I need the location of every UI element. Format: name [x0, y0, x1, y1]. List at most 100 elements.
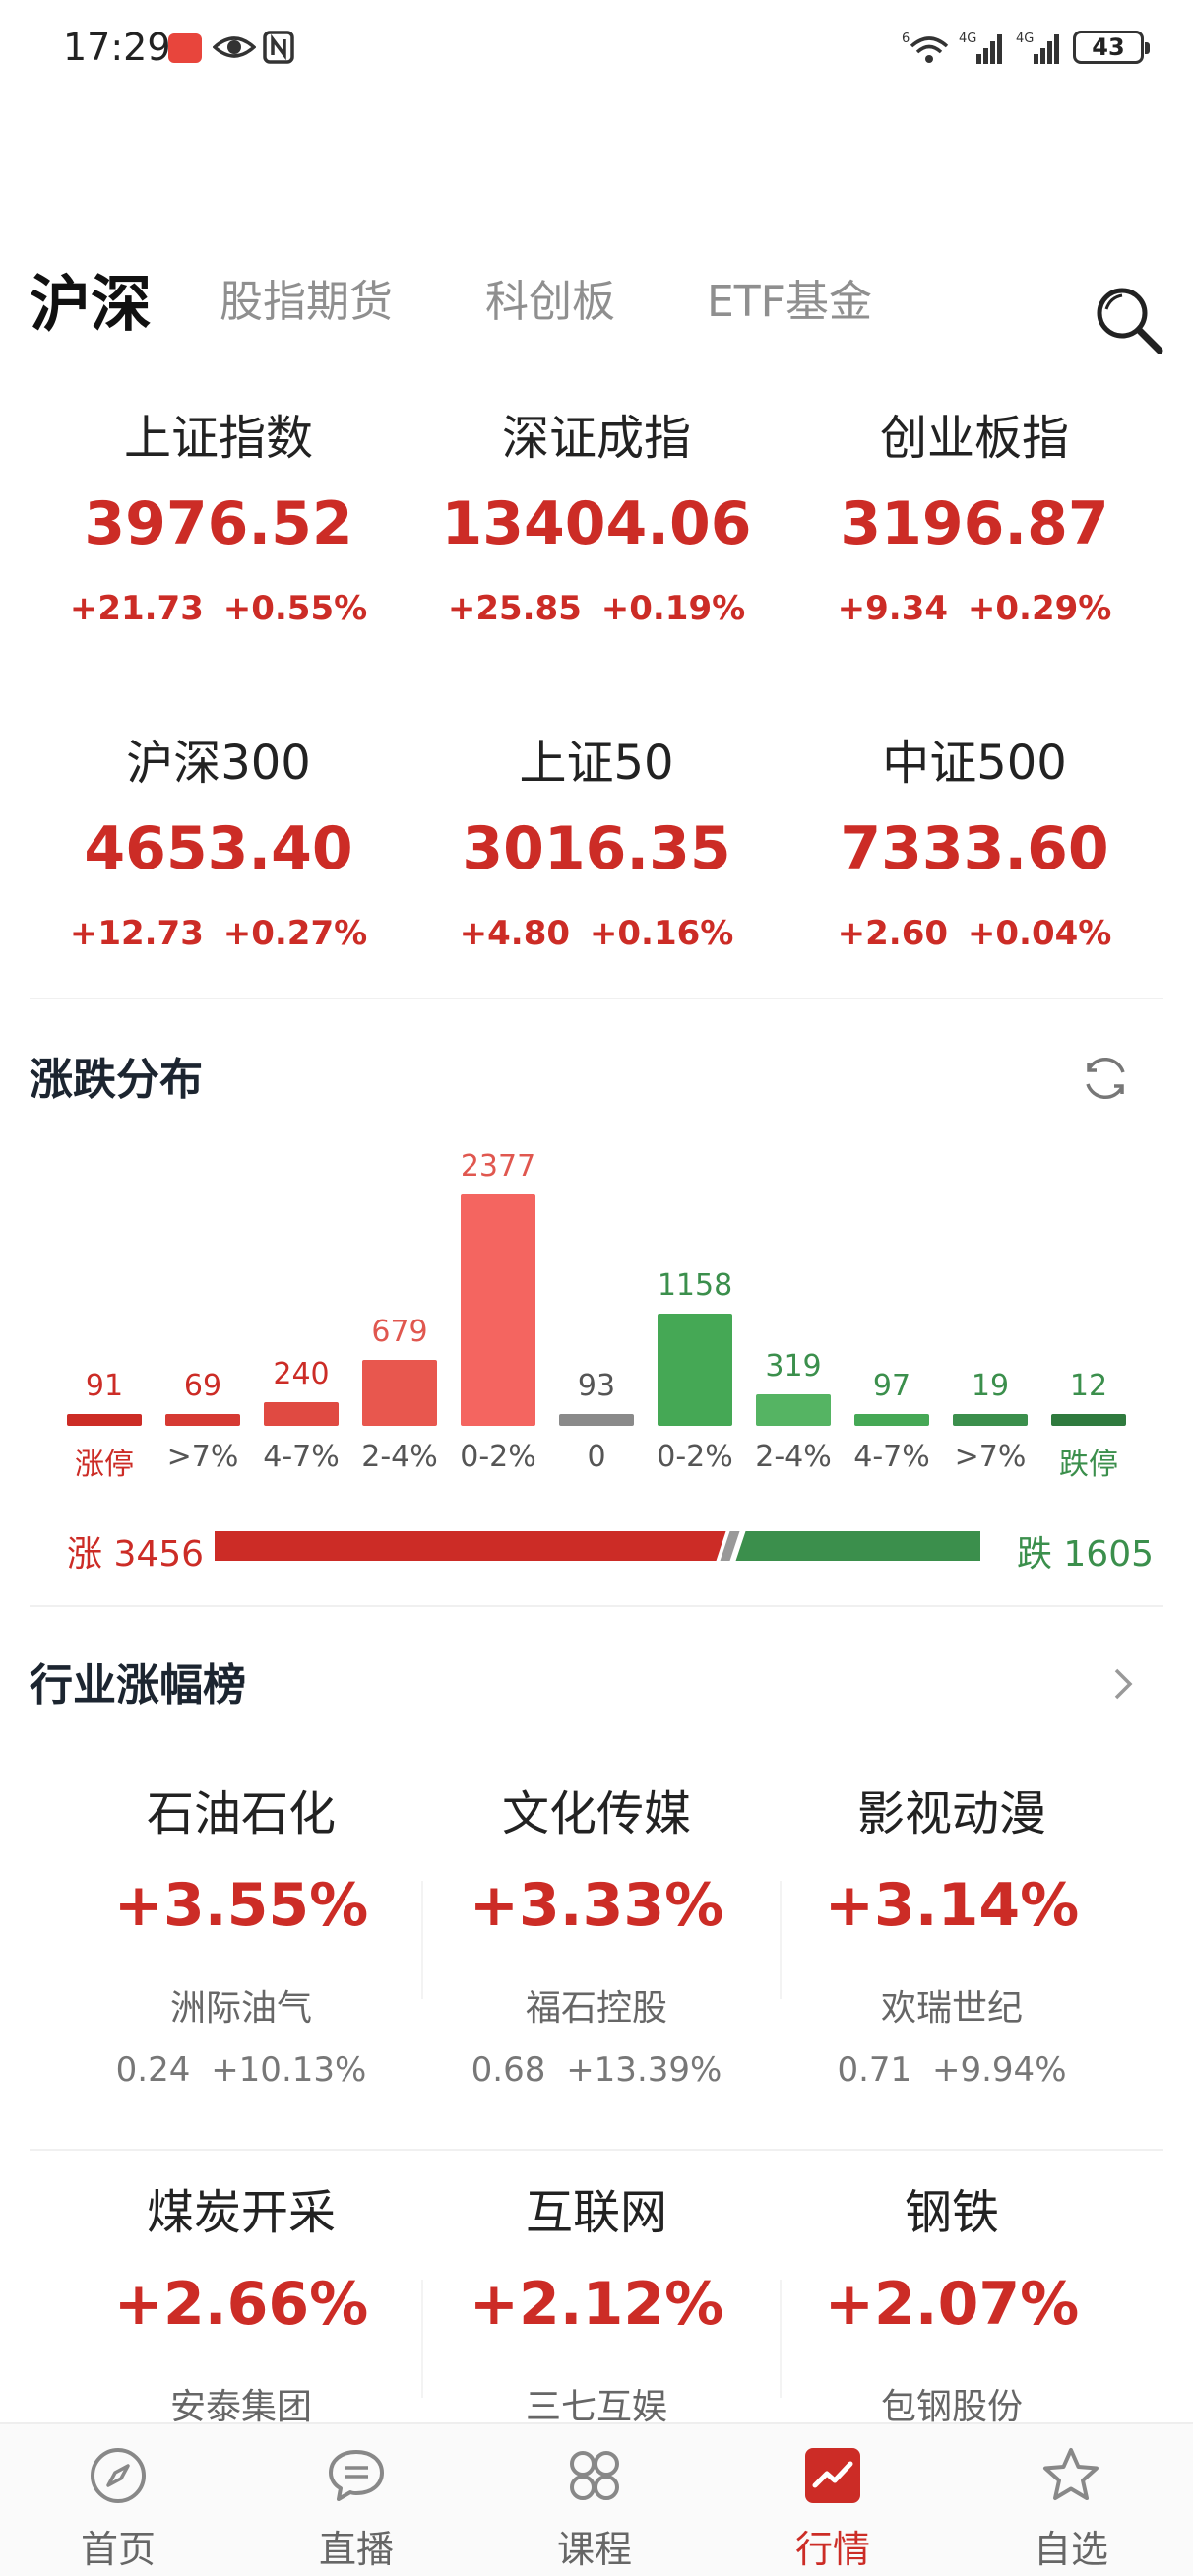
status-time: 17:29	[63, 26, 171, 69]
index-card-chinext[interactable]: 创业板指 3196.87 +9.34 +0.29%	[785, 389, 1163, 684]
index-value: 13404.06	[441, 489, 752, 558]
distribution-bar-value: 240	[273, 1357, 330, 1392]
tab-etf-fund[interactable]: ETF基金	[707, 277, 872, 327]
index-name: 创业板指	[879, 411, 1069, 466]
distribution-bar-value: 19	[971, 1369, 1010, 1403]
index-change: +4.80 +0.16%	[408, 914, 785, 953]
nav-label: 自选	[1033, 2528, 1108, 2571]
index-change: +2.60 +0.04%	[785, 914, 1163, 953]
index-card-csi300[interactable]: 沪深300 4653.40 +12.73 +0.27%	[30, 714, 408, 1009]
distribution-category-label: 0-2%	[460, 1440, 536, 1474]
column-separator	[421, 1881, 423, 1999]
industry-change: +2.07%	[824, 2270, 1080, 2339]
distribution-bar	[953, 1414, 1028, 1426]
status-bar: 17:29 6 4G 4G 43	[0, 0, 1193, 98]
leader-change: +10.13%	[211, 2050, 367, 2090]
industry-card-media[interactable]: 文化传媒 +3.33% 福石控股 0.68 +13.39%	[419, 1763, 774, 2157]
nav-course[interactable]: 课程	[496, 2424, 693, 2576]
industry-leader-stock: 福石控股	[525, 1988, 667, 2029]
industry-card-coal[interactable]: 煤炭开采 +2.66% 安泰集团	[64, 2161, 418, 2555]
industry-grid: 石油石化 +3.55% 洲际油气 0.24 +10.13% 文化传媒 +3.33…	[30, 1763, 1163, 2452]
index-change-percent: +0.19%	[600, 589, 746, 628]
index-change-percent: +0.29%	[967, 589, 1112, 628]
up-down-ratio-bar	[215, 1531, 980, 1561]
index-value: 3016.35	[462, 814, 731, 883]
row-divider	[30, 2149, 1163, 2151]
distribution-bar-value: 319	[765, 1349, 822, 1385]
refresh-icon[interactable]	[1078, 1051, 1133, 1106]
status-right: 6 4G 4G 43	[902, 28, 1150, 67]
index-name: 上证50	[519, 736, 674, 791]
industry-card-steel[interactable]: 钢铁 +2.07% 包钢股份	[775, 2161, 1129, 2555]
distribution-category-label: 2-4%	[755, 1440, 832, 1474]
industry-change: +3.33%	[469, 1871, 724, 1940]
column-separator	[421, 2280, 423, 2398]
up-count-label: 涨 3456	[67, 1534, 205, 1575]
distribution-category-label: >7%	[166, 1440, 239, 1474]
index-card-sse[interactable]: 上证指数 3976.52 +21.73 +0.55%	[30, 389, 408, 684]
distribution-category-label: 4-7%	[263, 1440, 340, 1474]
nfc-icon	[263, 31, 294, 64]
index-card-csi500[interactable]: 中证500 7333.60 +2.60 +0.04%	[785, 714, 1163, 1009]
index-name: 沪深300	[126, 736, 311, 791]
industry-change: +2.12%	[469, 2270, 724, 2339]
index-card-szse[interactable]: 深证成指 13404.06 +25.85 +0.19%	[408, 389, 785, 684]
industry-card-internet[interactable]: 互联网 +2.12% 三七互娱	[419, 2161, 774, 2555]
distribution-bar	[854, 1414, 929, 1426]
leader-price: 0.24	[115, 2050, 191, 2090]
index-change-percent: +0.16%	[589, 914, 734, 953]
distribution-category-label: 跌停	[1059, 1448, 1118, 1482]
distribution-bar-value: 93	[577, 1369, 616, 1403]
star-icon	[1043, 2448, 1099, 2500]
distribution-bar	[1051, 1414, 1126, 1426]
distribution-bar-value: 2377	[460, 1149, 536, 1184]
section-divider	[30, 1605, 1163, 1607]
industry-name: 煤炭开采	[146, 2185, 336, 2240]
distribution-bar-value: 69	[183, 1369, 222, 1403]
network-4g-label-2: 4G	[1016, 32, 1034, 46]
tab-star-market[interactable]: 科创板	[485, 277, 615, 327]
industry-leader-stock: 包钢股份	[880, 2387, 1023, 2427]
nav-home[interactable]: 首页	[20, 2424, 217, 2576]
down-count-label: 跌 1605	[1016, 1534, 1154, 1575]
distribution-title: 涨跌分布	[30, 1055, 203, 1105]
app-notification-icon	[168, 33, 202, 63]
market-tabs: 沪深 股指期货 科创板 ETF基金	[30, 266, 1162, 364]
index-change-points: +9.34	[837, 589, 949, 628]
section-divider	[30, 998, 1163, 999]
industry-name: 互联网	[525, 2185, 667, 2240]
industry-leader-stock: 欢瑞世纪	[880, 1988, 1023, 2029]
distribution-bar	[165, 1414, 240, 1426]
chevron-right-icon[interactable]	[1106, 1664, 1140, 1704]
index-value: 3976.52	[84, 489, 353, 558]
industry-card-film-animation[interactable]: 影视动漫 +3.14% 欢瑞世纪 0.71 +9.94%	[775, 1763, 1129, 2157]
index-change-points: +25.85	[447, 589, 582, 628]
index-value: 4653.40	[84, 814, 353, 883]
distribution-bar-value: 91	[85, 1369, 124, 1403]
index-change: +12.73 +0.27%	[30, 914, 408, 953]
distribution-bar	[67, 1414, 142, 1426]
index-change-percent: +0.04%	[967, 914, 1112, 953]
tab-hushen[interactable]: 沪深	[30, 268, 153, 340]
nav-watchlist[interactable]: 自选	[973, 2424, 1169, 2576]
industry-card-petrochemical[interactable]: 石油石化 +3.55% 洲际油气 0.24 +10.13%	[64, 1763, 418, 2157]
distribution-bar	[461, 1194, 535, 1426]
tab-index-futures[interactable]: 股指期货	[220, 277, 393, 327]
leader-stats: 0.71 +9.94%	[775, 2050, 1129, 2090]
index-change-percent: +0.27%	[222, 914, 368, 953]
nav-live[interactable]: 直播	[258, 2424, 455, 2576]
network-4g-label: 4G	[959, 32, 976, 46]
nav-market[interactable]: 行情	[734, 2424, 931, 2576]
nav-label: 课程	[556, 2528, 632, 2571]
chat-bubble-icon	[329, 2450, 384, 2501]
index-change-points: +4.80	[459, 914, 571, 953]
index-change-points: +12.73	[69, 914, 204, 953]
industry-name: 文化传媒	[501, 1786, 691, 1841]
index-value: 7333.60	[840, 814, 1109, 883]
index-card-sse50[interactable]: 上证50 3016.35 +4.80 +0.16%	[408, 714, 785, 1009]
column-separator	[780, 1881, 782, 1999]
distribution-category-label: 2-4%	[361, 1440, 438, 1474]
search-icon[interactable]	[1093, 284, 1165, 356]
industry-change: +3.55%	[113, 1871, 369, 1940]
wifi-icon: 6	[902, 32, 949, 63]
